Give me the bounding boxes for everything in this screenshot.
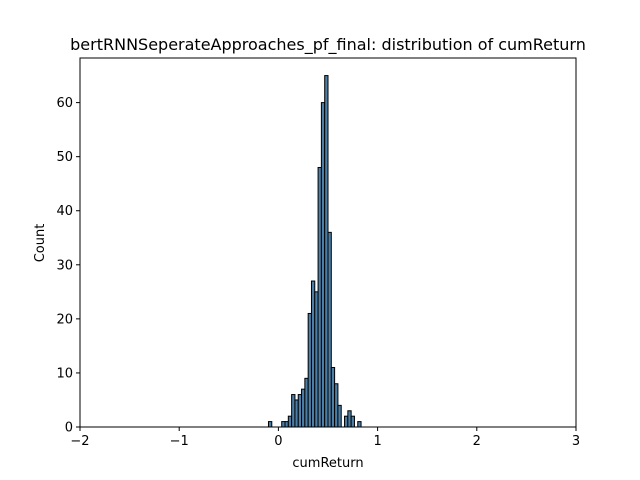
histogram-bar [357, 421, 362, 428]
x-tick-label: 0 [274, 434, 282, 449]
y-tick-label: 50 [56, 150, 73, 165]
plot-frame [79, 57, 577, 428]
histogram-bar [350, 415, 355, 428]
x-tick-label: 3 [572, 434, 580, 449]
histogram-bar [337, 404, 342, 428]
histogram-bar [267, 421, 273, 428]
x-tick-label: 1 [373, 434, 381, 449]
chart-title: bertRNNSeperateApproaches_pf_final: dist… [70, 35, 586, 55]
y-tick-label: 40 [56, 204, 73, 219]
histogram-bars [267, 75, 362, 428]
y-tick-label: 60 [56, 96, 73, 111]
x-tick-label: −2 [70, 434, 89, 449]
y-tick-label: 10 [56, 366, 73, 381]
y-tick-label: 30 [56, 258, 73, 273]
y-axis-label: Count [33, 224, 48, 263]
x-axis-label: cumReturn [292, 456, 363, 471]
x-tick-label: 2 [473, 434, 481, 449]
y-tick-label: 20 [56, 312, 73, 327]
y-tick-label: 0 [65, 421, 73, 436]
x-tick-label: −1 [170, 434, 189, 449]
